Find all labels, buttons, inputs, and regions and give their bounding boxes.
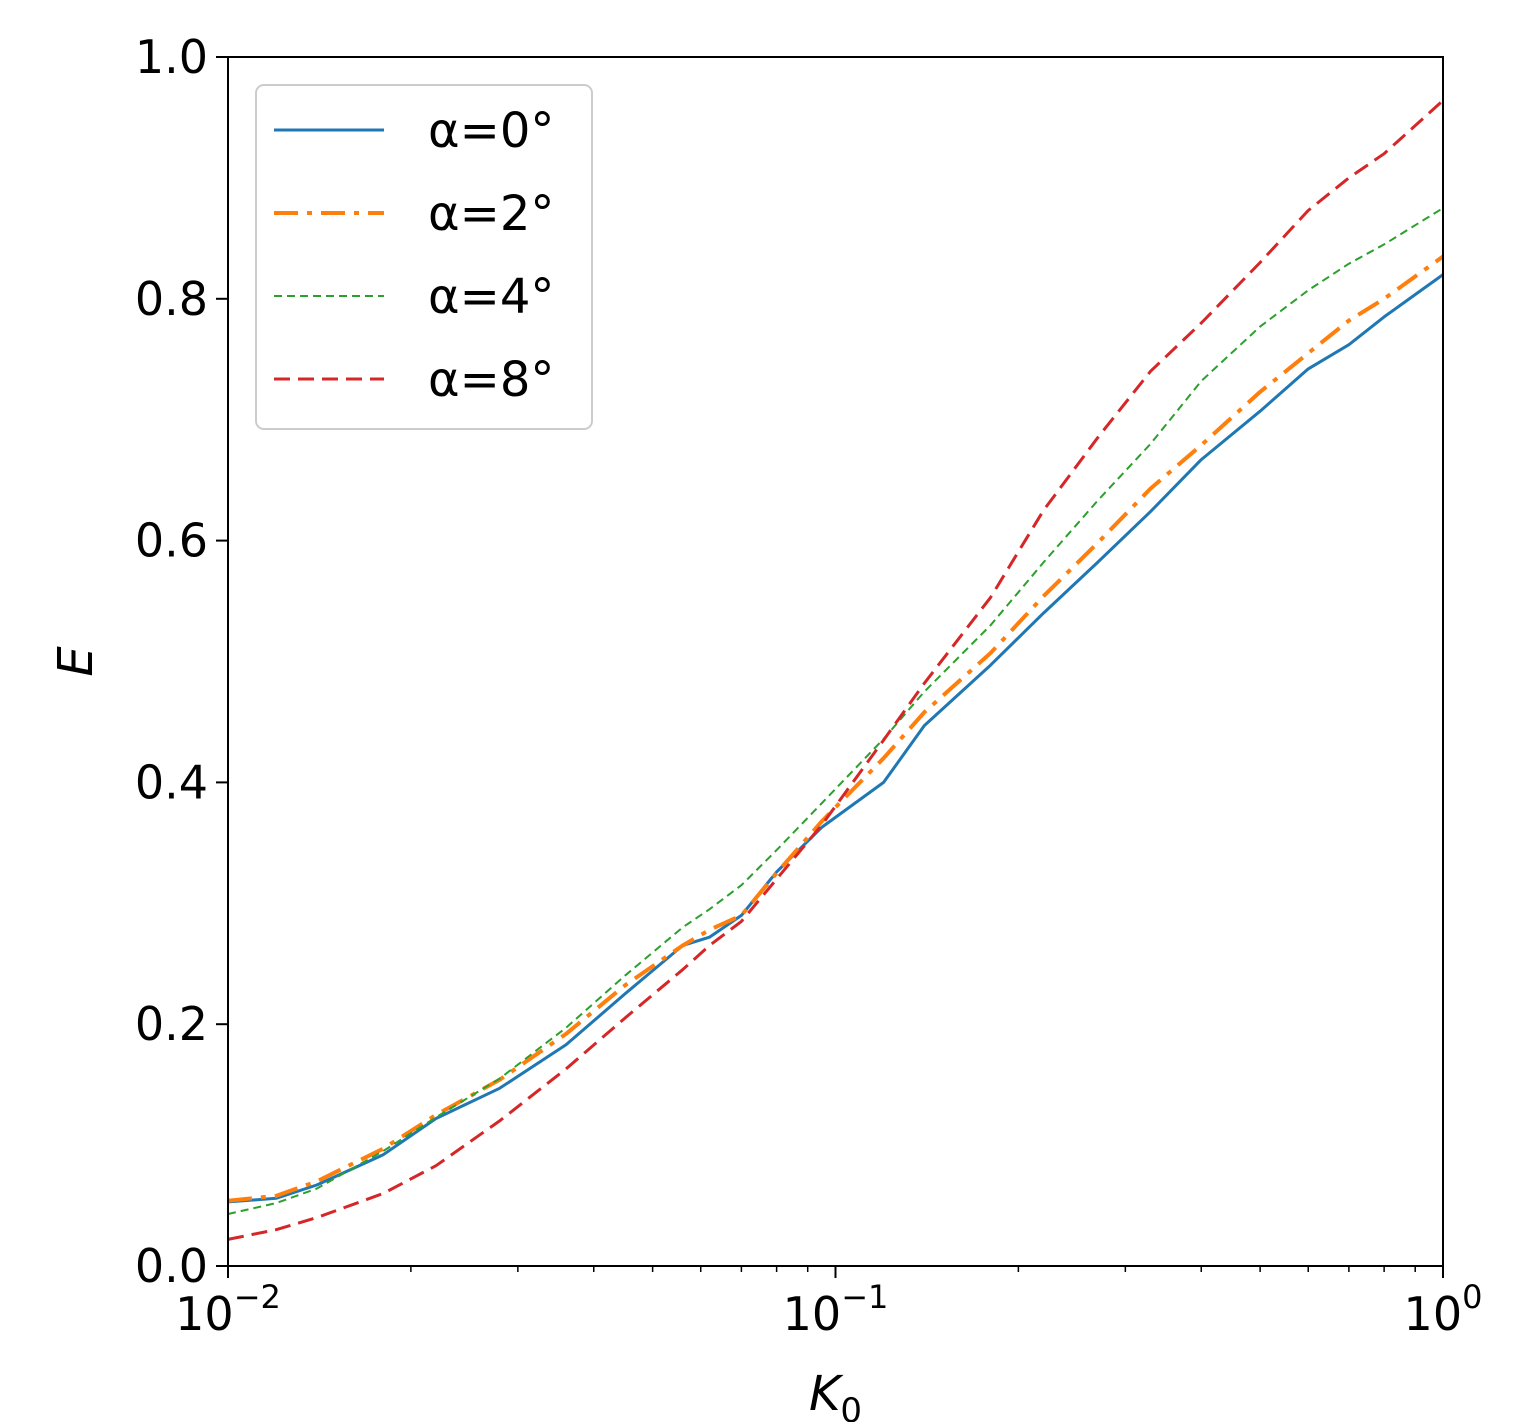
y-axis-label: E bbox=[48, 646, 104, 677]
series-line-1 bbox=[227, 254, 1445, 1203]
x-tick-label: 100 bbox=[1404, 1278, 1483, 1341]
y-tick-label: 0.8 bbox=[135, 272, 208, 326]
series-line-2 bbox=[227, 207, 1444, 1215]
series-line-0 bbox=[227, 273, 1444, 1204]
ticks-layer: 0.0 0.2 0.4 0.6 0.8 1.0 10−2 10−1 100 bbox=[135, 30, 1483, 1341]
axis-labels: K0 E bbox=[48, 646, 862, 1422]
x-axis-label: K0 bbox=[809, 1366, 862, 1422]
x-tick-label: 10−2 bbox=[175, 1278, 281, 1341]
legend-box bbox=[255, 84, 593, 430]
legend-label-1: α=2° bbox=[428, 186, 554, 242]
y-tick-label: 0.2 bbox=[135, 997, 208, 1051]
series-line-3 bbox=[227, 99, 1445, 1241]
legend-label-2: α=4° bbox=[428, 269, 554, 325]
y-tick-label: 0.4 bbox=[135, 755, 208, 809]
legend: α=0° α=2° α=4° α=8° bbox=[255, 84, 593, 430]
y-tick-label: 0.0 bbox=[135, 1239, 208, 1293]
x-tick-label: 10−1 bbox=[783, 1278, 889, 1341]
series-layer bbox=[227, 99, 1445, 1241]
legend-label-3: α=8° bbox=[428, 352, 554, 408]
y-tick-label: 0.6 bbox=[135, 514, 208, 568]
y-tick-label: 1.0 bbox=[135, 30, 208, 84]
legend-label-0: α=0° bbox=[428, 103, 554, 159]
